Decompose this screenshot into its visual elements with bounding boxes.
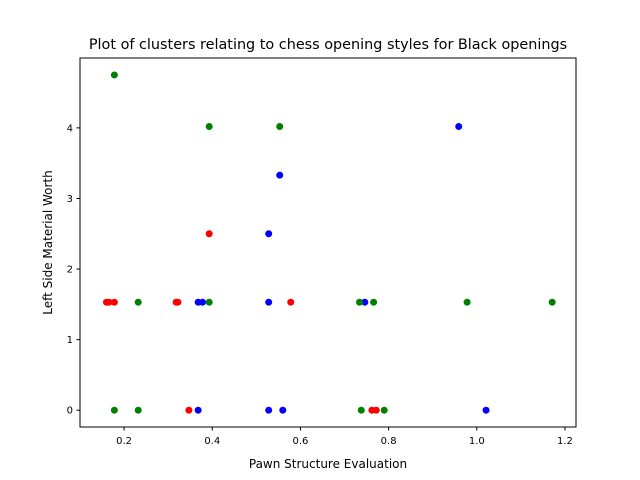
points-layer bbox=[102, 71, 556, 414]
scatter-point-cluster-2 bbox=[105, 298, 113, 306]
y-tick-label: 4 bbox=[67, 123, 73, 134]
scatter-point-cluster-3 bbox=[205, 122, 213, 130]
scatter-point-cluster-1 bbox=[265, 230, 273, 238]
scatter-point-cluster-3 bbox=[205, 298, 213, 306]
x-tick-label: 1.0 bbox=[469, 436, 485, 447]
x-tick-label: 1.2 bbox=[557, 436, 573, 447]
scatter-point-cluster-1 bbox=[455, 122, 463, 130]
scatter-point-cluster-3 bbox=[548, 298, 556, 306]
y-axis-label: Left Side Material Worth bbox=[41, 170, 55, 314]
scatter-point-cluster-1 bbox=[265, 406, 273, 414]
scatter-point-cluster-3 bbox=[110, 71, 118, 79]
scatter-point-cluster-2 bbox=[205, 230, 213, 238]
scatter-point-cluster-1 bbox=[279, 406, 287, 414]
y-tick-label: 3 bbox=[67, 194, 73, 205]
scatter-point-cluster-1 bbox=[276, 171, 284, 179]
y-tick-label: 2 bbox=[67, 265, 73, 276]
chart-title: Plot of clusters relating to chess openi… bbox=[89, 37, 567, 53]
x-tick-label: 0.6 bbox=[292, 436, 308, 447]
scatter-point-cluster-2 bbox=[287, 298, 295, 306]
scatter-point-cluster-1 bbox=[482, 406, 490, 414]
scatter-point-cluster-3 bbox=[356, 298, 364, 306]
scatter-point-cluster-3 bbox=[370, 298, 378, 306]
scatter-point-cluster-3 bbox=[134, 406, 142, 414]
x-axis-label: Pawn Structure Evaluation bbox=[249, 457, 407, 471]
y-tick-label: 0 bbox=[67, 406, 73, 417]
scatter-point-cluster-2 bbox=[110, 298, 118, 306]
scatter-point-cluster-2 bbox=[372, 406, 380, 414]
scatter-point-cluster-3 bbox=[380, 406, 388, 414]
scatter-point-cluster-3 bbox=[276, 122, 284, 130]
scatter-point-cluster-1 bbox=[199, 298, 207, 306]
x-axis: 0.2 0.4 0.6 0.8 1.0 1.2 bbox=[116, 427, 573, 447]
x-tick-label: 0.2 bbox=[116, 436, 132, 447]
x-tick-label: 0.8 bbox=[381, 436, 397, 447]
scatter-point-cluster-2 bbox=[185, 406, 193, 414]
scatter-point-cluster-3 bbox=[134, 298, 142, 306]
scatter-point-cluster-1 bbox=[194, 406, 202, 414]
y-tick-label: 1 bbox=[67, 335, 73, 346]
x-tick-label: 0.4 bbox=[204, 436, 220, 447]
scatter-point-cluster-2 bbox=[174, 298, 182, 306]
scatter-point-cluster-3 bbox=[110, 406, 118, 414]
y-axis: 0 1 2 3 4 bbox=[67, 123, 80, 417]
plot-area-frame bbox=[79, 57, 577, 428]
scatter-point-cluster-3 bbox=[357, 406, 365, 414]
scatter-point-cluster-1 bbox=[361, 298, 369, 306]
scatter-point-cluster-1 bbox=[265, 298, 273, 306]
scatter-point-cluster-3 bbox=[463, 298, 471, 306]
